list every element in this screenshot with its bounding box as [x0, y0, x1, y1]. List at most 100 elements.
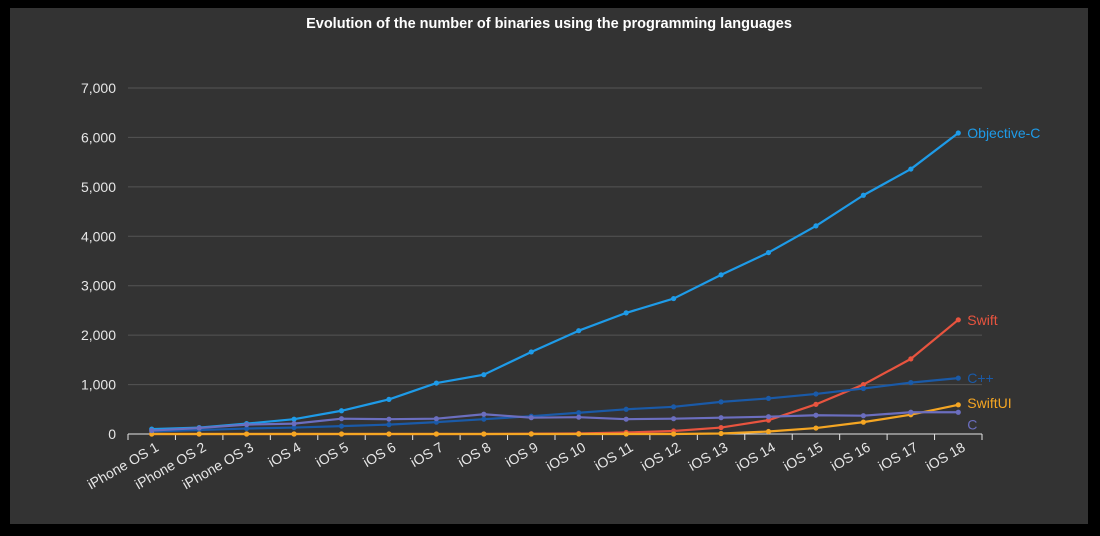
x-tick-label: iOS 11: [591, 439, 635, 474]
data-point: [860, 192, 866, 198]
x-tick-label: iOS 16: [828, 439, 873, 474]
data-point: [671, 431, 677, 437]
x-tick-label: iOS 6: [360, 439, 399, 470]
data-point: [813, 391, 819, 397]
data-point: [860, 419, 866, 425]
x-tick-label: iOS 5: [313, 439, 352, 470]
data-point: [196, 431, 202, 437]
series-line: [151, 377, 959, 433]
data-point: [433, 416, 439, 422]
data-point: [481, 431, 487, 437]
data-point: [671, 295, 677, 302]
chart-title: Evolution of the number of binaries usin…: [306, 16, 792, 32]
series-end-label: Swift: [967, 312, 997, 328]
series-end-label: C++: [967, 370, 993, 386]
data-point: [244, 431, 250, 437]
data-point: [291, 424, 297, 431]
data-point: [386, 416, 392, 422]
data-point: [860, 385, 866, 392]
data-point: [528, 415, 534, 421]
data-point: [718, 430, 724, 437]
data-point: [196, 425, 202, 431]
data-point: [671, 416, 677, 422]
data-point: [765, 249, 772, 256]
x-tick-label: iOS 9: [502, 439, 541, 470]
y-tick-label: 5,000: [81, 179, 116, 195]
data-point: [433, 380, 439, 386]
series-end-label: C: [967, 416, 977, 432]
series-line: [151, 132, 959, 431]
data-point: [813, 412, 819, 418]
y-tick-label: 4,000: [81, 228, 116, 244]
data-point: [481, 416, 487, 422]
data-point: [386, 431, 392, 437]
data-point: [955, 409, 961, 415]
data-point: [765, 414, 772, 420]
y-tick-label: 7,000: [81, 80, 116, 96]
data-point: [338, 431, 345, 437]
data-point: [291, 431, 297, 437]
series-end-label: SwiftUI: [967, 395, 1011, 411]
data-point: [813, 401, 819, 407]
y-tick-label: 1,000: [81, 377, 116, 393]
data-point: [860, 413, 866, 419]
y-tick-label: 2,000: [81, 327, 116, 343]
data-point: [718, 399, 724, 405]
data-point: [291, 421, 297, 427]
data-point: [576, 414, 582, 420]
data-point: [149, 427, 155, 434]
data-point: [433, 431, 439, 437]
data-point: [718, 272, 724, 278]
data-point: [623, 431, 629, 437]
data-point: [908, 166, 914, 172]
data-point: [955, 130, 961, 136]
data-point: [813, 425, 819, 431]
data-point: [481, 372, 487, 378]
series-line: [151, 403, 959, 436]
y-tick-label: 6,000: [81, 129, 116, 145]
data-point: [765, 395, 772, 402]
x-tick-label: iOS 15: [780, 439, 825, 474]
data-point: [908, 409, 914, 415]
data-point: [623, 310, 629, 316]
series-line: [151, 411, 959, 432]
x-tick-label: iOS 4: [265, 439, 304, 470]
data-point: [576, 328, 582, 334]
x-tick-label: iOS 14: [733, 439, 778, 474]
data-point: [386, 396, 392, 402]
series-end-label: Objective-C: [967, 125, 1040, 141]
line-chart: 01,0002,0003,0004,0005,0006,0007,000iPho…: [81, 80, 1040, 492]
x-tick-label: iOS 18: [923, 439, 968, 474]
data-point: [671, 404, 677, 410]
data-point: [908, 379, 914, 386]
data-point: [955, 375, 961, 381]
data-point: [908, 356, 914, 362]
data-point: [244, 425, 250, 432]
data-point: [813, 223, 819, 229]
data-point: [291, 416, 297, 422]
data-point: [576, 431, 582, 437]
data-point: [338, 416, 345, 422]
data-point: [718, 424, 724, 431]
x-tick-label: iOS 17: [875, 439, 920, 474]
x-tick-label: iOS 10: [543, 439, 588, 474]
data-point: [623, 416, 629, 422]
data-point: [955, 402, 961, 408]
x-tick-label: iOS 7: [408, 439, 447, 470]
x-tick-label: iOS 12: [638, 439, 683, 474]
data-point: [528, 349, 534, 355]
y-tick-label: 3,000: [81, 278, 116, 294]
data-point: [386, 422, 392, 428]
chart-panel: Evolution of the number of binaries usin…: [10, 8, 1088, 524]
data-point: [528, 431, 534, 437]
data-point: [338, 408, 345, 414]
data-point: [718, 415, 724, 421]
data-point: [955, 317, 961, 323]
x-tick-label: iOS 13: [685, 439, 730, 474]
data-point: [623, 406, 629, 412]
data-point: [338, 423, 345, 429]
x-tick-label: iOS 8: [455, 439, 494, 470]
data-point: [860, 381, 866, 388]
y-tick-label: 0: [108, 426, 116, 442]
data-point: [765, 428, 772, 435]
